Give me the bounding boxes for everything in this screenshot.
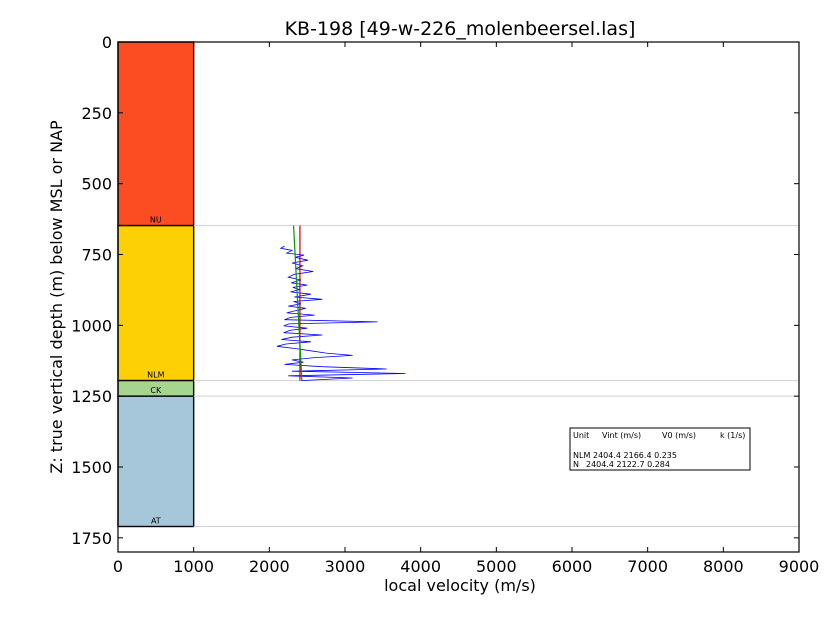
x-tick-label: 3000	[325, 557, 366, 576]
plot-frame	[117, 41, 800, 553]
x-tick-label: 8000	[703, 557, 744, 576]
x-axis-ticks: 0 1000 2000 3000 4000 5000 6000 7000 8000 9000	[113, 42, 819, 576]
x-tick-label: 5000	[476, 557, 517, 576]
y-tick-label: 1500	[71, 458, 112, 477]
chart-title: KB-198 [49-w-226_molenbeersel.las]	[285, 18, 636, 40]
legend-header-k: k (1/s)	[720, 431, 745, 440]
x-tick-label: 1000	[173, 557, 214, 576]
y-tick-label: 1000	[71, 316, 112, 335]
unit-label: NLM	[147, 371, 164, 380]
x-tick-label: 9000	[779, 557, 820, 576]
legend-table: Unit Vint (m/s) V0 (m/s) k (1/s) NLM 240…	[569, 427, 751, 471]
unit-block	[117, 41, 195, 227]
y-tick-label: 0	[102, 33, 112, 52]
unit-label: CK	[150, 386, 162, 395]
fit-lines	[292, 225, 303, 381]
x-tick-label: 6000	[552, 557, 593, 576]
unit-block	[117, 395, 195, 528]
legend-header-v0: V0 (m/s)	[662, 431, 696, 440]
y-tick-label: 250	[81, 104, 112, 123]
velocity-series	[276, 245, 406, 381]
x-tick-label: 7000	[627, 557, 668, 576]
legend-header-unit: Unit	[573, 431, 589, 440]
legend-row-values: 2404.4 2166.4 0.235	[593, 451, 677, 460]
legend-row-unit: N	[573, 460, 579, 469]
y-axis-ticks: 0 250 500 750 1000 1250 1500 1750	[71, 33, 799, 548]
y-tick-label: 1750	[71, 529, 112, 548]
x-tick-label: 2000	[249, 557, 290, 576]
fit-line	[292, 225, 303, 381]
y-axis-label: Z: true vertical depth (m) below MSL or …	[47, 120, 66, 474]
y-tick-label: 500	[81, 175, 112, 194]
unit-label: AT	[151, 517, 161, 526]
x-tick-label: 4000	[400, 557, 441, 576]
x-axis-label: local velocity (m/s)	[384, 576, 536, 595]
y-tick-label: 750	[81, 246, 112, 265]
unit-boundaries	[193, 225, 799, 527]
unit-block	[117, 224, 195, 382]
x-tick-label: 0	[113, 557, 123, 576]
stratigraphic-units: NU NLM CK AT	[117, 41, 195, 528]
legend-header-vint: Vint (m/s)	[602, 431, 641, 440]
unit-label: NU	[150, 216, 162, 225]
y-tick-label: 1250	[71, 387, 112, 406]
velocity-series-line	[276, 245, 406, 381]
legend-row-values: 2404.4 2122.7 0.284	[586, 460, 670, 469]
legend-row-unit: NLM	[573, 451, 590, 460]
